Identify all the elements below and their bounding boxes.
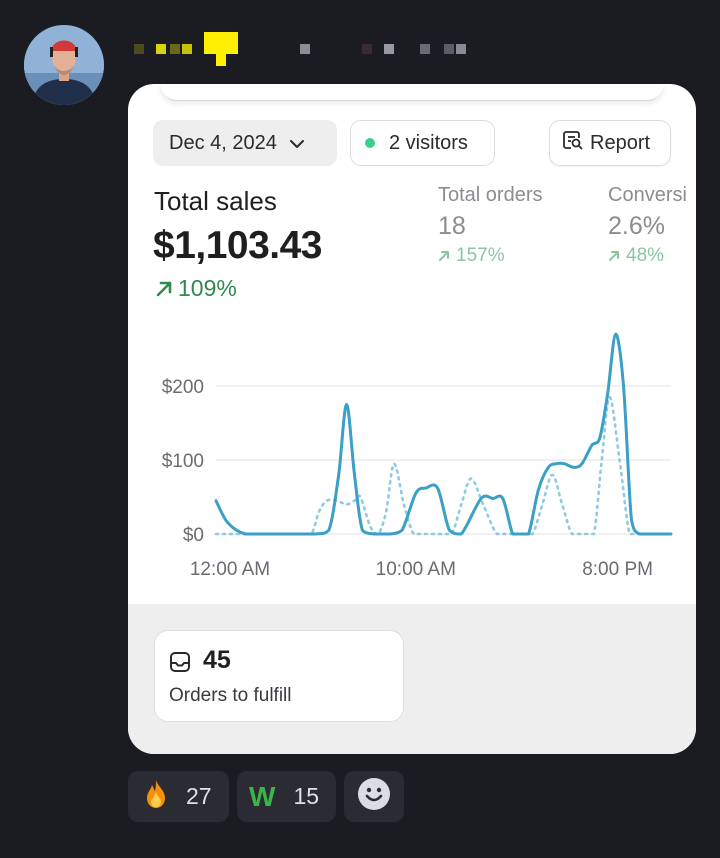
x-tick-label: 10:00 AM bbox=[376, 559, 456, 580]
reaction-fire[interactable]: 27 bbox=[128, 771, 229, 822]
conversion-change: 48% bbox=[608, 245, 687, 267]
y-tick-label: $100 bbox=[162, 451, 204, 472]
conversion-label: Conversi bbox=[608, 184, 687, 206]
total-orders-value: 18 bbox=[438, 212, 466, 240]
total-orders-metric[interactable]: Total orders 18 157% bbox=[438, 184, 543, 267]
chevron-down-icon bbox=[289, 132, 305, 155]
total-sales-value: $1,103.43 bbox=[153, 224, 323, 267]
fire-icon bbox=[140, 778, 172, 816]
inbox-icon bbox=[169, 651, 191, 678]
report-button[interactable]: Report bbox=[549, 120, 671, 166]
visitors-label: 2 visitors bbox=[389, 131, 468, 154]
x-tick-label: 8:00 PM bbox=[582, 559, 653, 580]
series-current-period bbox=[214, 332, 673, 536]
total-sales-change-value: 109% bbox=[178, 275, 237, 301]
conversion-change-value: 48% bbox=[626, 245, 665, 266]
conversion-metric[interactable]: Conversi 2.6% 48% bbox=[608, 184, 687, 267]
sales-chart: $200 $100 $0 12:00 AM 10:00 AM 8:00 PM bbox=[162, 332, 673, 580]
report-label: Report bbox=[590, 131, 651, 154]
orders-to-fulfill-label: Orders to fulfill bbox=[169, 685, 292, 706]
conversion-value: 2.6% bbox=[608, 212, 665, 240]
reaction-fire-count: 27 bbox=[186, 783, 212, 809]
bottom-section: 45 Orders to fulfill bbox=[128, 604, 696, 754]
total-orders-change: 157% bbox=[438, 245, 543, 267]
username bbox=[130, 32, 490, 68]
total-sales-change: 109% bbox=[154, 275, 237, 302]
arrow-up-right-icon bbox=[609, 251, 619, 261]
reaction-w[interactable]: W 15 bbox=[237, 771, 336, 822]
total-orders-change-value: 157% bbox=[456, 245, 505, 266]
orders-to-fulfill-card[interactable]: 45 Orders to fulfill bbox=[154, 630, 404, 722]
date-filter-button[interactable]: Dec 4, 2024 bbox=[153, 120, 337, 166]
smiley-icon bbox=[357, 777, 391, 817]
orders-to-fulfill-count: 45 bbox=[203, 646, 231, 674]
visitors-button[interactable]: 2 visitors bbox=[350, 120, 495, 166]
report-icon bbox=[562, 129, 590, 157]
date-filter-label: Dec 4, 2024 bbox=[169, 131, 277, 154]
reaction-w-count: 15 bbox=[293, 783, 320, 809]
live-dot-icon bbox=[365, 138, 375, 148]
add-reaction-button[interactable] bbox=[344, 771, 404, 822]
arrow-up-right-icon bbox=[439, 251, 449, 261]
arrow-up-right-icon bbox=[156, 281, 172, 296]
y-tick-label: $200 bbox=[162, 377, 204, 398]
avatar[interactable] bbox=[24, 25, 104, 105]
reaction-w-emoji: W bbox=[249, 780, 276, 812]
previous-card-edge bbox=[160, 84, 664, 101]
total-sales-label: Total sales bbox=[154, 186, 277, 216]
x-tick-label: 12:00 AM bbox=[190, 559, 270, 580]
series-previous-period bbox=[214, 395, 673, 536]
screenshot-card[interactable]: Dec 4, 2024 2 visitors Report Total sale… bbox=[128, 84, 696, 754]
y-tick-label: $0 bbox=[183, 525, 204, 546]
total-orders-label: Total orders bbox=[438, 184, 543, 206]
